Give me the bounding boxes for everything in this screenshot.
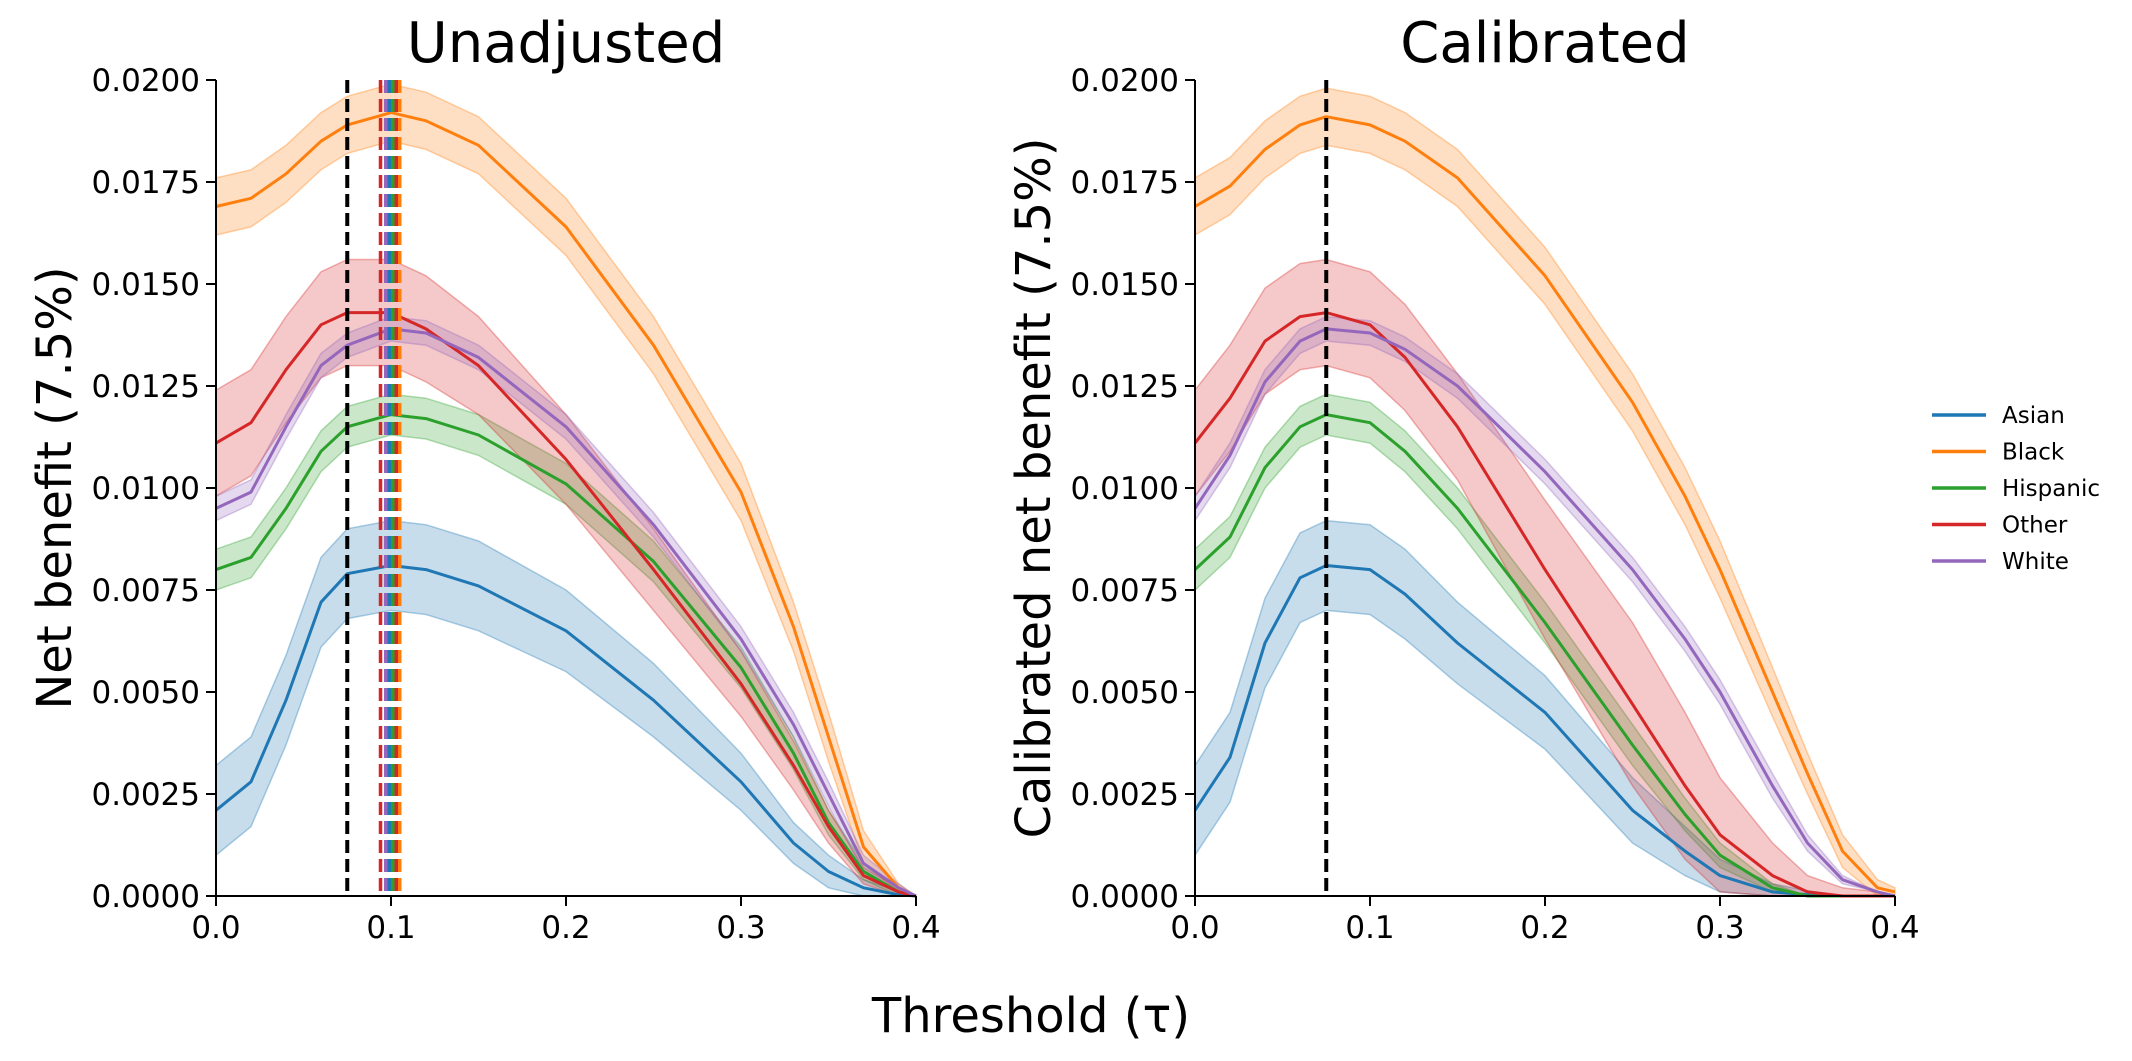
y-axis-label: Net benefit (7.5%) xyxy=(27,266,83,709)
legend-label: Black xyxy=(2002,440,2065,466)
y-tick-label: 0.0200 xyxy=(92,63,200,99)
y-tick-label: 0.0075 xyxy=(92,573,200,609)
y-tick-label: 0.0125 xyxy=(92,369,200,405)
panel-title: Calibrated xyxy=(1400,11,1689,76)
y-tick-label: 0.0000 xyxy=(1071,879,1179,915)
x-tick-label: 0.3 xyxy=(716,910,765,946)
legend-item-hispanic: Hispanic xyxy=(1932,476,2100,502)
series-line-hispanic xyxy=(215,413,917,898)
x-tick-label: 0.0 xyxy=(1170,910,1219,946)
series-line-black xyxy=(215,111,917,898)
y-tick-label: 0.0125 xyxy=(1071,369,1179,405)
y-tick-label: 0.0150 xyxy=(1071,267,1179,303)
legend: Asian Black Hispanic Other White xyxy=(1932,403,2100,575)
x-tick-label: 0.2 xyxy=(1520,910,1569,946)
legend-label: White xyxy=(2002,549,2069,575)
series-line-other xyxy=(1193,311,1895,898)
x-tick-label: 0.2 xyxy=(541,910,590,946)
legend-item-white: White xyxy=(1932,549,2069,575)
legend-item-asian: Asian xyxy=(1932,403,2065,429)
y-axis-label: Calibrated net benefit (7.5%) xyxy=(1006,138,1062,839)
legend-label: Hispanic xyxy=(2002,476,2100,502)
series-line-white xyxy=(215,327,917,898)
series-line-asian xyxy=(215,564,917,898)
x-tick-label: 0.1 xyxy=(1345,910,1394,946)
y-tick-label: 0.0050 xyxy=(1071,675,1179,711)
series-line-white xyxy=(1193,327,1896,898)
y-tick-label: 0.0100 xyxy=(1071,471,1179,507)
y-tick-label: 0.0025 xyxy=(92,777,200,813)
series-line-other xyxy=(215,311,917,898)
shared-x-axis-label: Threshold (τ) xyxy=(871,988,1190,1044)
band-black xyxy=(1194,87,1896,897)
panel-2: 0.0000 0.0025 0.0050 0.0075 0.0100 0.0125 0.01… xyxy=(1006,11,1920,946)
y-tick-label: 0.0075 xyxy=(1071,573,1179,609)
y-tick-label: 0.0150 xyxy=(92,267,200,303)
x-tick-label: 0.3 xyxy=(1695,910,1744,946)
y-tick-label: 0.0200 xyxy=(1071,63,1179,99)
panel-title: Unadjusted xyxy=(407,11,726,76)
series-line-black xyxy=(1194,115,1896,894)
panel-1: 0.0000 0.0025 0.0050 0.0075 0.0100 0.0125 0.01… xyxy=(27,11,941,946)
y-tick-label: 0.0000 xyxy=(92,879,200,915)
x-tick-label: 0.4 xyxy=(891,910,940,946)
x-tick-label: 0.1 xyxy=(366,910,415,946)
y-tick-label: 0.0175 xyxy=(92,165,200,201)
x-tick-label: 0.0 xyxy=(191,910,240,946)
y-tick-label: 0.0050 xyxy=(92,675,200,711)
legend-label: Asian xyxy=(2002,403,2065,429)
legend-label: Other xyxy=(2002,513,2068,539)
x-tick-label: 0.4 xyxy=(1870,910,1919,946)
legend-item-other: Other xyxy=(1932,513,2068,539)
y-tick-label: 0.0100 xyxy=(92,471,200,507)
y-tick-label: 0.0175 xyxy=(1071,165,1179,201)
legend-item-black: Black xyxy=(1932,440,2065,466)
y-tick-label: 0.0025 xyxy=(1071,777,1179,813)
